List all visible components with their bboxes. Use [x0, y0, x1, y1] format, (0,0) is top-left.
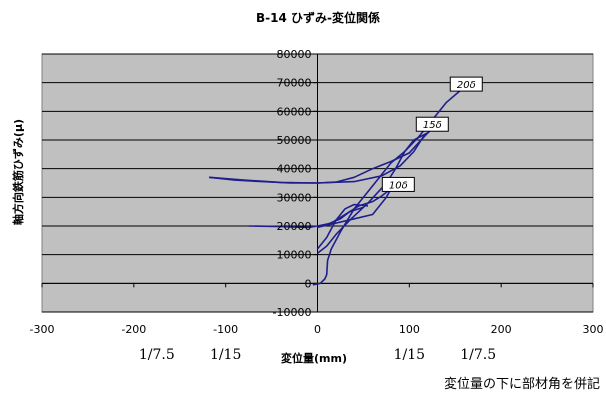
y-tick-label: 80000	[277, 48, 312, 61]
annotation-frame	[415, 116, 449, 132]
x-tick-label: 300	[583, 323, 604, 336]
series-line	[316, 203, 369, 250]
y-tick-label: 70000	[277, 77, 312, 90]
y-tick-label: 0	[305, 277, 312, 290]
y-tick-labels: -10000 0 10000 20000 30000 40000 50000 60000 700…	[273, 48, 312, 319]
rotation-labels: 1/7.5 1/15 1/15 1/7.5	[139, 347, 496, 363]
y-tick-label: -10000	[273, 306, 312, 319]
x-tick-labels: -300 -200 -100 0 100 200 300	[30, 323, 604, 336]
series-line	[317, 132, 429, 254]
x-axis-label: 変位量(mm)	[281, 351, 347, 365]
rotation-label: 1/7.5	[460, 347, 496, 363]
series-line	[317, 206, 364, 228]
series-layer	[209, 86, 465, 286]
annotation-label: 15δ	[423, 120, 442, 131]
rotation-label: 1/7.5	[139, 347, 175, 363]
rotation-label: 1/15	[394, 347, 425, 363]
x-tick-label: -300	[30, 323, 55, 336]
y-tick-label: 10000	[277, 249, 312, 262]
y-tick-label: 20000	[277, 220, 312, 233]
annotation-frame	[381, 176, 415, 192]
annotation-label: 10δ	[389, 180, 408, 191]
chart-title: B-14 ひずみ-変位関係	[256, 10, 380, 25]
annotation-frame	[449, 76, 483, 92]
x-tick-label: -100	[213, 323, 238, 336]
footnote: 変位量の下に部材角を併記	[444, 376, 600, 392]
x-tick-label: 0	[314, 323, 321, 336]
annotation-box: 10δ	[381, 176, 415, 192]
x-tick-label: 100	[399, 323, 420, 336]
rotation-label: 1/15	[210, 347, 241, 363]
y-tick-label: 30000	[277, 191, 312, 204]
y-tick-label: 40000	[277, 163, 312, 176]
y-tick-label: 50000	[277, 134, 312, 147]
y-tick-label: 60000	[277, 105, 312, 118]
annotation-label: 20δ	[457, 80, 476, 91]
series-line	[317, 188, 392, 229]
y-axis-label: 軸方向鉄筋ひずみ(μ)	[11, 119, 25, 225]
series-line	[209, 130, 431, 184]
annotation-box: 20δ	[449, 76, 483, 92]
x-tick-label: 200	[491, 323, 512, 336]
x-tick-label: -200	[121, 323, 146, 336]
annotations-layer: 20δ 15δ 10δ	[381, 76, 483, 192]
annotation-box: 15δ	[415, 116, 449, 132]
series-line	[248, 188, 392, 229]
